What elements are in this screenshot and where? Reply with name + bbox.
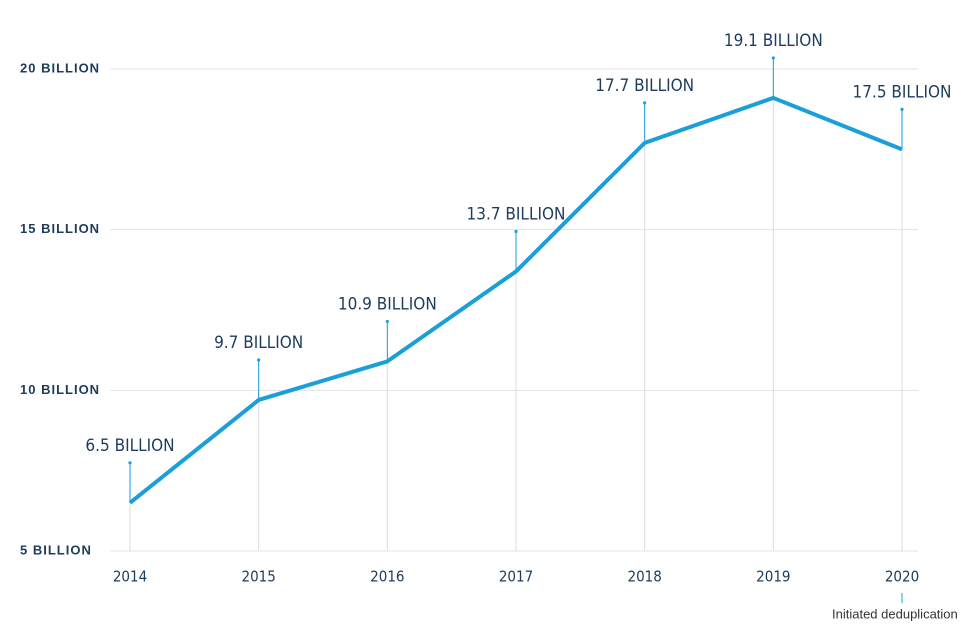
value-label: 6.5 BILLION [85, 436, 174, 456]
label-dot [514, 229, 518, 234]
annotation: Initiated deduplication [832, 606, 958, 621]
y-tick-label: 10 BILLION [20, 382, 100, 397]
value-label: 19.1 BILLION [724, 31, 823, 51]
x-tick-label: 2018 [627, 568, 661, 586]
x-tick-label: 2017 [499, 568, 533, 586]
value-label: 9.7 BILLION [214, 333, 303, 353]
y-tick-label: 5 BILLION [20, 542, 92, 557]
x-tick-label: 2014 [113, 568, 147, 586]
label-dot [771, 56, 775, 60]
y-tick-label: 20 BILLION [20, 60, 100, 75]
x-tick-label: 2016 [370, 568, 404, 586]
label-dot [900, 107, 904, 111]
value-label: 17.5 BILLION [853, 82, 952, 102]
label-dot [385, 319, 389, 324]
value-label: 17.7 BILLION [595, 76, 694, 96]
y-tick-label: 15 BILLION [20, 221, 100, 236]
label-dot [643, 101, 647, 105]
x-tick-label: 2015 [241, 568, 275, 586]
label-dot [128, 461, 132, 465]
label-dot [257, 358, 261, 362]
value-label: 13.7 BILLION [467, 204, 566, 224]
value-label: 10.9 BILLION [338, 294, 437, 314]
data-line [128, 95, 903, 505]
x-tick-label: 2019 [756, 568, 790, 586]
x-tick-label: 2020 [885, 568, 919, 586]
